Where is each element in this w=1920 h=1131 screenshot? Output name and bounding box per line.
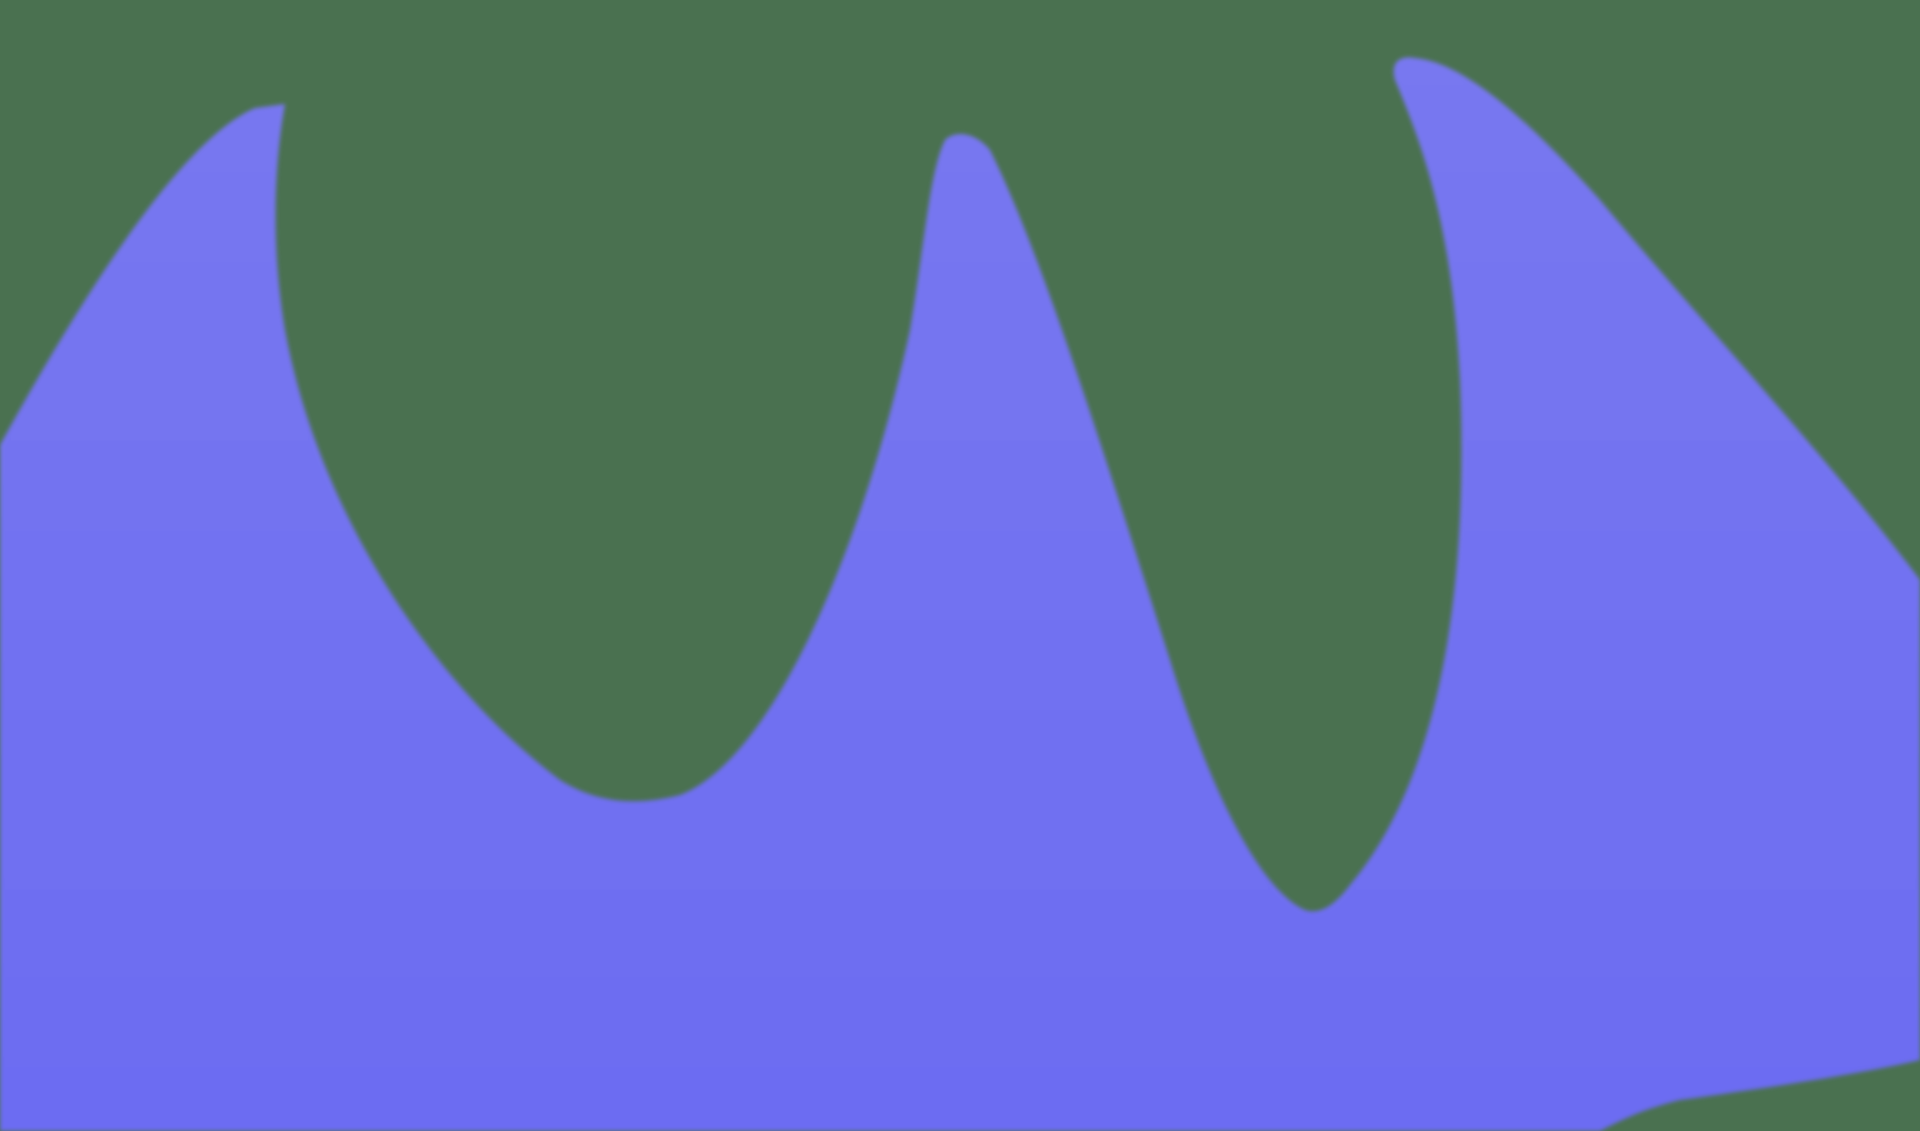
wavy-blob-shape [0, 57, 1920, 1131]
